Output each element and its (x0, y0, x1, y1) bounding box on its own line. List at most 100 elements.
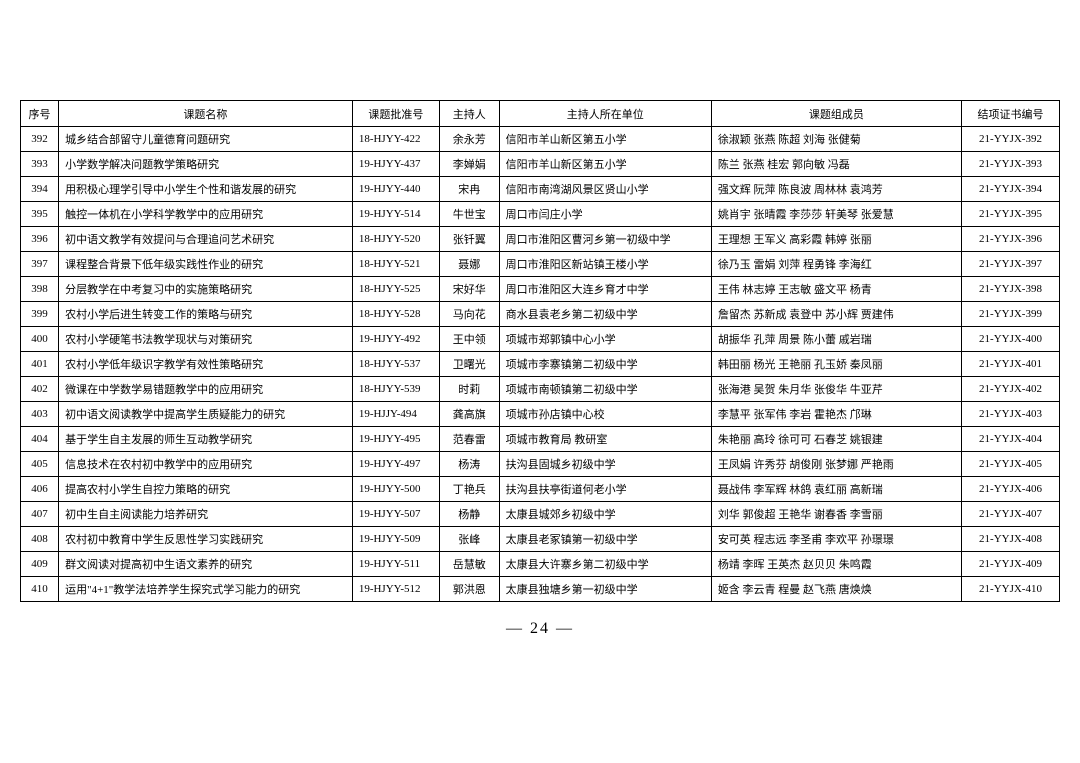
cell-host: 卫曙光 (439, 352, 499, 377)
table-row: 397课程整合背景下低年级实践性作业的研究18-HJYY-521聂娜周口市淮阳区… (21, 252, 1060, 277)
header-members: 课题组成员 (711, 101, 961, 127)
cell-title: 城乡结合部留守儿童德育问题研究 (59, 127, 353, 152)
header-code: 课题批准号 (352, 101, 439, 127)
cell-host: 杨静 (439, 502, 499, 527)
cell-unit: 太康县独塘乡第一初级中学 (499, 577, 711, 602)
cell-seq: 402 (21, 377, 59, 402)
cell-code: 18-HJYY-520 (352, 227, 439, 252)
cell-code: 19-HJJY-494 (352, 402, 439, 427)
cell-host: 郭洪恩 (439, 577, 499, 602)
cell-code: 19-HJYY-492 (352, 327, 439, 352)
cell-title: 课程整合背景下低年级实践性作业的研究 (59, 252, 353, 277)
cell-host: 李婵娟 (439, 152, 499, 177)
page-number: — 24 — (20, 620, 1060, 638)
cell-cert: 21-YYJX-410 (962, 577, 1060, 602)
cell-members: 朱艳丽 高玲 徐可可 石春芝 姚银建 (711, 427, 961, 452)
cell-title: 基于学生自主发展的师生互动教学研究 (59, 427, 353, 452)
cell-seq: 410 (21, 577, 59, 602)
cell-members: 张海港 吴贺 朱月华 张俊华 牛亚芹 (711, 377, 961, 402)
cell-host: 宋冉 (439, 177, 499, 202)
table-row: 392城乡结合部留守儿童德育问题研究18-HJYY-422余永芳信阳市羊山新区第… (21, 127, 1060, 152)
cell-unit: 项城市南顿镇第二初级中学 (499, 377, 711, 402)
cell-cert: 21-YYJX-396 (962, 227, 1060, 252)
table-row: 401农村小学低年级识字教学有效性策略研究18-HJYY-537卫曙光项城市李寨… (21, 352, 1060, 377)
cell-seq: 396 (21, 227, 59, 252)
cell-cert: 21-YYJX-403 (962, 402, 1060, 427)
cell-members: 陈兰 张燕 桂宏 郭向敏 冯磊 (711, 152, 961, 177)
cell-cert: 21-YYJX-395 (962, 202, 1060, 227)
cell-seq: 400 (21, 327, 59, 352)
cell-unit: 太康县城郊乡初级中学 (499, 502, 711, 527)
cell-members: 李慧平 张军伟 李岩 霍艳杰 邝琳 (711, 402, 961, 427)
table-row: 394用积极心理学引导中小学生个性和谐发展的研究19-HJYY-440宋冉信阳市… (21, 177, 1060, 202)
cell-cert: 21-YYJX-405 (962, 452, 1060, 477)
cell-code: 19-HJYY-437 (352, 152, 439, 177)
cell-title: 运用"4+1"教学法培养学生探究式学习能力的研究 (59, 577, 353, 602)
cell-unit: 周口市淮阳区新站镇王楼小学 (499, 252, 711, 277)
cell-unit: 项城市孙店镇中心校 (499, 402, 711, 427)
cell-members: 王理想 王军义 高彩霞 韩婷 张丽 (711, 227, 961, 252)
table-row: 406提高农村小学生自控力策略的研究19-HJYY-500丁艳兵扶沟县扶亭街道何… (21, 477, 1060, 502)
table-row: 405信息技术在农村初中教学中的应用研究19-HJYY-497杨涛扶沟县固城乡初… (21, 452, 1060, 477)
header-cert: 结项证书编号 (962, 101, 1060, 127)
cell-code: 19-HJYY-497 (352, 452, 439, 477)
header-unit: 主持人所在单位 (499, 101, 711, 127)
cell-host: 丁艳兵 (439, 477, 499, 502)
cell-title: 提高农村小学生自控力策略的研究 (59, 477, 353, 502)
cell-code: 18-HJYY-521 (352, 252, 439, 277)
cell-seq: 407 (21, 502, 59, 527)
cell-code: 18-HJYY-539 (352, 377, 439, 402)
header-row: 序号 课题名称 课题批准号 主持人 主持人所在单位 课题组成员 结项证书编号 (21, 101, 1060, 127)
cell-cert: 21-YYJX-400 (962, 327, 1060, 352)
cell-code: 18-HJYY-525 (352, 277, 439, 302)
cell-host: 岳慧敏 (439, 552, 499, 577)
cell-title: 触控一体机在小学科学教学中的应用研究 (59, 202, 353, 227)
cell-cert: 21-YYJX-398 (962, 277, 1060, 302)
table-row: 399农村小学后进生转变工作的策略与研究18-HJYY-528马向花商水县袁老乡… (21, 302, 1060, 327)
cell-cert: 21-YYJX-402 (962, 377, 1060, 402)
cell-host: 龚高旗 (439, 402, 499, 427)
cell-unit: 项城市李寨镇第二初级中学 (499, 352, 711, 377)
cell-members: 王凤娟 许秀芬 胡俊刚 张梦娜 严艳雨 (711, 452, 961, 477)
cell-title: 初中生自主阅读能力培养研究 (59, 502, 353, 527)
cell-unit: 项城市郑郭镇中心小学 (499, 327, 711, 352)
table-row: 402微课在中学数学易错题教学中的应用研究18-HJYY-539时莉项城市南顿镇… (21, 377, 1060, 402)
cell-unit: 商水县袁老乡第二初级中学 (499, 302, 711, 327)
header-host: 主持人 (439, 101, 499, 127)
cell-unit: 信阳市南湾湖风景区贤山小学 (499, 177, 711, 202)
cell-host: 宋好华 (439, 277, 499, 302)
cell-code: 19-HJYY-507 (352, 502, 439, 527)
cell-members: 胡振华 孔萍 周景 陈小蕾 戚岩瑞 (711, 327, 961, 352)
cell-code: 18-HJYY-537 (352, 352, 439, 377)
cell-members: 安可英 程志远 李圣甫 李欢平 孙璟璟 (711, 527, 961, 552)
cell-title: 小学数学解决问题教学策略研究 (59, 152, 353, 177)
cell-unit: 项城市教育局 教研室 (499, 427, 711, 452)
cell-host: 余永芳 (439, 127, 499, 152)
cell-cert: 21-YYJX-394 (962, 177, 1060, 202)
table-row: 404基于学生自主发展的师生互动教学研究19-HJYY-495范春雷项城市教育局… (21, 427, 1060, 452)
cell-code: 19-HJYY-511 (352, 552, 439, 577)
table-row: 396初中语文教学有效提问与合理追问艺术研究18-HJYY-520张钎翼周口市淮… (21, 227, 1060, 252)
cell-members: 姬含 李云青 程曼 赵飞燕 唐焕焕 (711, 577, 961, 602)
cell-host: 王中领 (439, 327, 499, 352)
cell-seq: 392 (21, 127, 59, 152)
cell-unit: 周口市淮阳区大连乡育才中学 (499, 277, 711, 302)
cell-title: 群文阅读对提高初中生语文素养的研究 (59, 552, 353, 577)
cell-code: 19-HJYY-514 (352, 202, 439, 227)
cell-title: 信息技术在农村初中教学中的应用研究 (59, 452, 353, 477)
cell-host: 牛世宝 (439, 202, 499, 227)
cell-title: 农村初中教育中学生反思性学习实践研究 (59, 527, 353, 552)
cell-unit: 信阳市羊山新区第五小学 (499, 127, 711, 152)
cell-cert: 21-YYJX-399 (962, 302, 1060, 327)
cell-cert: 21-YYJX-409 (962, 552, 1060, 577)
cell-members: 杨靖 李晖 王英杰 赵贝贝 朱鸣霞 (711, 552, 961, 577)
table-row: 400农村小学硬笔书法教学现状与对策研究19-HJYY-492王中领项城市郑郭镇… (21, 327, 1060, 352)
header-title: 课题名称 (59, 101, 353, 127)
table-row: 398分层教学在中考复习中的实施策略研究18-HJYY-525宋好华周口市淮阳区… (21, 277, 1060, 302)
cell-host: 马向花 (439, 302, 499, 327)
cell-title: 农村小学硬笔书法教学现状与对策研究 (59, 327, 353, 352)
cell-host: 时莉 (439, 377, 499, 402)
cell-cert: 21-YYJX-404 (962, 427, 1060, 452)
cell-code: 19-HJYY-500 (352, 477, 439, 502)
cell-seq: 399 (21, 302, 59, 327)
